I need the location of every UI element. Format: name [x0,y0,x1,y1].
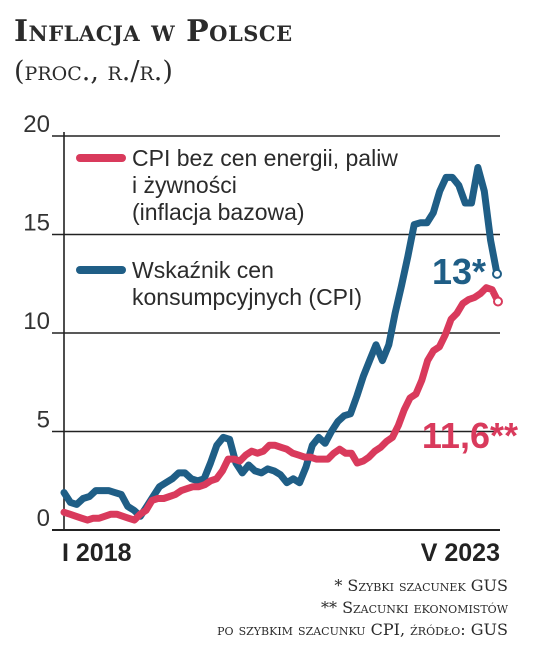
footnote-2: ** Szacunki ekonomistów [320,598,508,617]
end-label-core: 11,6** [422,415,518,456]
series-end-marker-core [493,296,503,307]
end-labels: 13* 11,6** [422,251,518,456]
legend-label-core: CPI bez cen energii, paliw i żywności (inf… [132,145,398,225]
y-axis-ticks: 0 5 10 15 20 [23,111,50,532]
footnote-1: * Szybki szacunek GUS [334,576,508,595]
y-tick-label: 15 [23,210,50,237]
legend-label-cpi: Wskaźnik cen konsumpcyjnych (CPI) [132,257,362,310]
y-tick-label: 5 [37,407,50,434]
series-end-marker-cpi [492,268,502,279]
y-tick-label: 10 [23,308,50,335]
y-tick-label: 0 [37,505,50,532]
chart-title: Inflacja w Polsce [14,14,293,49]
series-line-core [60,284,502,524]
footnote-3: po szybkim szacunku CPI, źródło: GUS [217,620,508,639]
line-chart: 0 5 10 15 20 CPI bez cen energii, paliw i żyw… [23,111,518,567]
end-label-cpi: 13* [432,251,486,292]
series-line-cpi [60,164,501,520]
series-lines [60,164,503,524]
x-tick-label-start: I 2018 [62,539,132,567]
x-tick-label-end: V 2023 [421,539,500,567]
grid-lines [52,132,500,531]
legend: CPI bez cen energii, paliw i żywności (inf… [76,145,398,310]
chart-subtitle: (proc., r./r.) [14,56,173,87]
x-axis-ticks: I 2018 V 2023 [62,539,500,567]
y-tick-label: 20 [23,111,50,138]
